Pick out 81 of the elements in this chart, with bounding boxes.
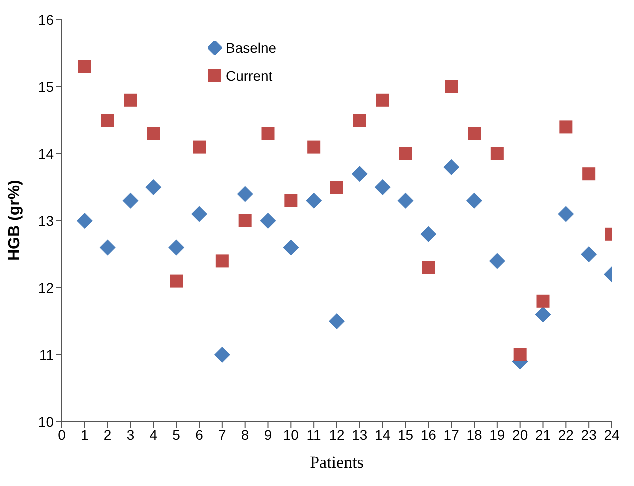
y-tick-label: 13 (38, 212, 54, 229)
point (374, 180, 391, 196)
y-tick-label: 16 (38, 12, 54, 28)
point (237, 186, 254, 202)
point (147, 127, 160, 140)
x-tick-label: 24 (604, 426, 620, 443)
point (444, 159, 460, 176)
x-tick-label: 5 (172, 426, 181, 443)
x-tick-label: 3 (126, 426, 135, 443)
point (398, 192, 414, 209)
x-tick-label: 4 (150, 426, 158, 443)
point (146, 180, 162, 196)
y-axis-title: HGB (gr%) (6, 180, 24, 261)
x-axis-title: Patients (310, 453, 364, 472)
point (399, 148, 412, 160)
x-tick-label: 19 (490, 426, 506, 443)
legend-label: Baselne (226, 39, 277, 58)
x-tick-label: 6 (196, 426, 204, 443)
x-tick-label: 23 (581, 426, 598, 443)
x-tick-label: 2 (104, 426, 112, 443)
y-tick-label: 12 (38, 280, 54, 296)
point (101, 114, 114, 127)
x-tick-label: 11 (306, 426, 322, 443)
x-tick-label: 17 (444, 426, 460, 443)
y-tick-label: 10 (38, 414, 54, 430)
point (284, 194, 298, 208)
x-tick-label: 0 (58, 426, 66, 443)
point (78, 60, 92, 74)
y-tick-label: 11 (39, 346, 54, 363)
x-tick-label: 13 (352, 426, 368, 443)
point (352, 166, 368, 182)
point (582, 168, 596, 181)
point (330, 181, 344, 194)
x-tick-label: 14 (375, 426, 391, 443)
point (490, 148, 504, 160)
point (122, 192, 139, 209)
x-tick-label: 18 (466, 426, 482, 443)
x-tick-label: 20 (512, 426, 528, 443)
point (260, 213, 276, 229)
x-tick-label: 15 (398, 426, 414, 443)
point (514, 348, 527, 362)
point (420, 226, 437, 242)
point (193, 140, 206, 154)
x-tick-label: 1 (81, 426, 90, 443)
point (76, 213, 93, 229)
x-tick-label: 12 (329, 426, 345, 443)
point (306, 192, 322, 209)
point (168, 240, 185, 256)
point (560, 120, 573, 134)
point (100, 240, 116, 256)
x-tick-label: 22 (558, 426, 574, 443)
x-tick-label: 16 (420, 426, 437, 443)
x-tick-label: 7 (218, 426, 227, 443)
point (466, 192, 482, 209)
point (308, 140, 321, 154)
x-tick-label: 8 (241, 426, 250, 443)
point (283, 240, 300, 256)
point (216, 254, 229, 268)
x-tick-label: 9 (264, 426, 272, 443)
point (445, 80, 458, 94)
x-tick-label: 21 (535, 426, 552, 443)
point (238, 214, 252, 228)
legend-label: Current (226, 67, 273, 86)
point (376, 94, 390, 107)
point (468, 127, 481, 140)
point (170, 274, 184, 288)
point (535, 306, 552, 323)
y-tick-label: 15 (38, 78, 54, 95)
point (558, 206, 574, 222)
point (262, 127, 275, 140)
x-tick-label: 10 (283, 426, 300, 443)
point (422, 261, 436, 274)
point (329, 314, 345, 330)
point (353, 114, 366, 127)
point (124, 94, 138, 107)
point (536, 294, 550, 308)
point (581, 246, 598, 262)
point (214, 347, 230, 363)
point (489, 253, 506, 270)
y-tick-label: 14 (38, 146, 54, 162)
point (192, 206, 208, 222)
